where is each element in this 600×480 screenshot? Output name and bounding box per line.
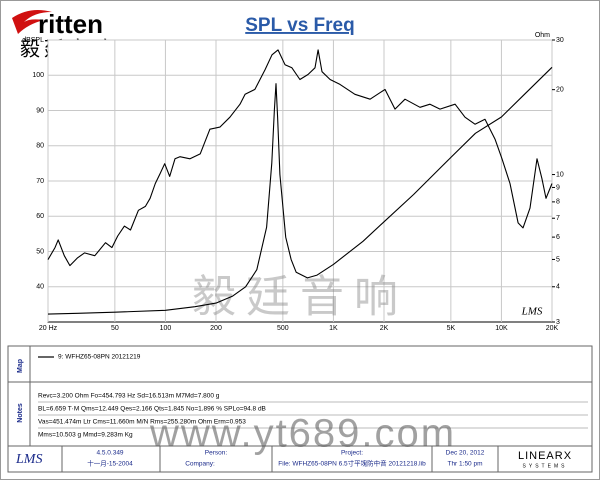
legend-label: 9: WFHZ65-08PN 20121219 bbox=[58, 354, 141, 361]
note-line: Mms=10.503 g Mmd=9.283m Kg bbox=[38, 432, 133, 439]
chart-title: SPL vs Freq bbox=[245, 15, 354, 36]
y2-tick-label: 20 bbox=[556, 87, 564, 94]
notes-label: Notes bbox=[17, 403, 24, 423]
x-tick-label: 20K bbox=[546, 325, 559, 332]
y2-tick-label: 8 bbox=[556, 199, 560, 206]
map-label: Map bbox=[17, 359, 24, 373]
watermark-plot: 毅廷音响 bbox=[192, 273, 408, 322]
logo-swoosh bbox=[12, 10, 52, 34]
y-tick-label: 80 bbox=[36, 143, 44, 150]
build-date: 十一月-15-2004 bbox=[87, 459, 133, 468]
time: Thr 1:50 pm bbox=[447, 461, 482, 468]
person-label: Person: bbox=[205, 450, 228, 457]
panel-frame bbox=[7, 345, 593, 473]
file-name: File: WFHZ65-08PN 6.5寸平塊防中音 20121218.lib bbox=[278, 459, 426, 468]
x-tick-label: 10K bbox=[495, 325, 508, 332]
x-tick-label: 500 bbox=[277, 325, 289, 332]
y2-tick-label: 9 bbox=[556, 184, 560, 191]
x-tick-label: 200 bbox=[210, 325, 222, 332]
note-line: Revc=3.200 Ohm Fo=454.793 Hz Sd=16.513m … bbox=[38, 393, 220, 400]
y-tick-label: dBSPL bbox=[22, 37, 44, 44]
note-line: Vas=451.474m Ltr Cms=11.660m M/N Rms=255… bbox=[38, 419, 246, 426]
project-label: Project: bbox=[341, 450, 363, 457]
y-tick-label: 90 bbox=[36, 107, 44, 114]
company-label: Company: bbox=[185, 461, 215, 468]
x-tick-label: 1K bbox=[329, 325, 338, 332]
note-line: BL=6.659 T·M Qms=12.449 Qes=2.166 Qts=1.… bbox=[38, 406, 266, 413]
version: 4.5.0.349 bbox=[96, 450, 123, 457]
y2-tick-label: 6 bbox=[556, 234, 560, 241]
y2-axis-label: Ohm bbox=[535, 32, 550, 39]
footer-logo: LMS bbox=[15, 452, 42, 467]
notes: Revc=3.200 Ohm Fo=454.793 Hz Sd=16.513m … bbox=[38, 393, 588, 439]
x-tick-label: 2K bbox=[380, 325, 389, 332]
plot-logo: LMS bbox=[521, 306, 543, 318]
y2-tick-label: 30 bbox=[556, 37, 564, 44]
y2-tick-label: 4 bbox=[556, 284, 560, 291]
series-line bbox=[47, 49, 553, 267]
y-tick-label: 50 bbox=[36, 248, 44, 255]
brand-sub: SYSTEMS bbox=[523, 463, 568, 469]
y-tick-label: 60 bbox=[36, 213, 44, 220]
logo-brand: ritten bbox=[38, 9, 103, 39]
y2-tick-label: 10 bbox=[556, 171, 564, 178]
y2-tick-label: 5 bbox=[556, 256, 560, 263]
y-tick-label: 100 bbox=[32, 72, 44, 79]
series-line bbox=[47, 66, 553, 315]
x-tick-label: 20 Hz bbox=[39, 325, 58, 332]
watermark-site: www.yt689.com bbox=[149, 412, 456, 456]
y2-tick-label: 3 bbox=[556, 319, 560, 326]
footer: LMS 4.5.0.349 十一月-15-2004 Person: Compan… bbox=[15, 446, 572, 472]
x-tick-label: 100 bbox=[160, 325, 172, 332]
x-tick-label: 50 bbox=[111, 325, 119, 332]
y-tick-label: 70 bbox=[36, 178, 44, 185]
brand: LINEARX bbox=[518, 450, 572, 462]
date: Dec 20, 2012 bbox=[446, 450, 485, 457]
plot: 20 Hz 50 100 200 500 1K 2K 5K 10K 20K 40 50 60 70 80 90… bbox=[22, 32, 564, 332]
y2-tick-label: 7 bbox=[556, 215, 560, 222]
y-tick-label: 40 bbox=[36, 284, 44, 291]
x-tick-label: 5K bbox=[447, 325, 456, 332]
